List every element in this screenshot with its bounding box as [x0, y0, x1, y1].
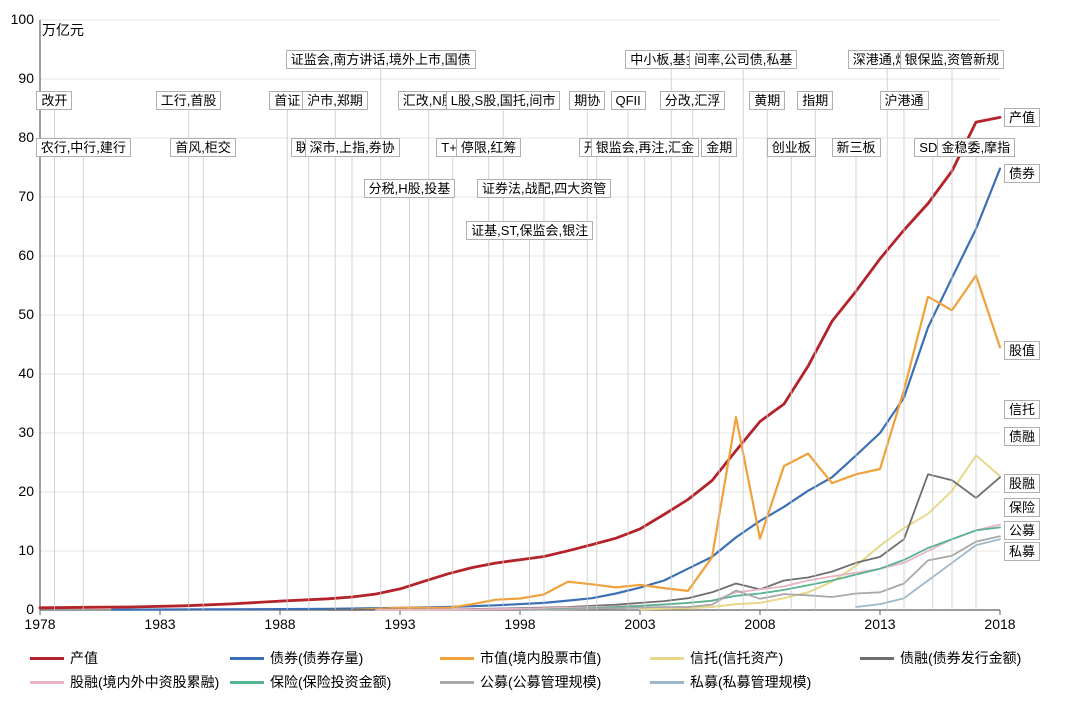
- timeline-chart: 万亿元 产值债券(债券存量)市值(境内股票市值)信托(信托资产)债融(债券发行金…: [0, 0, 1080, 710]
- y-tick-label: 90: [6, 70, 34, 86]
- event-annotation: 分税,H股,投基: [364, 179, 456, 198]
- legend-item: 债券(债券存量): [230, 648, 363, 668]
- x-tick-label: 1998: [500, 616, 540, 632]
- x-tick-label: 1978: [20, 616, 60, 632]
- x-tick-label: 2018: [980, 616, 1020, 632]
- x-tick-label: 1988: [260, 616, 300, 632]
- event-annotation: 深市,上指,券协: [305, 138, 400, 157]
- legend-label: 保险(保险投资金额): [270, 672, 391, 692]
- event-annotation: 银保监,资管新规: [900, 50, 1005, 69]
- event-annotation: 指期: [797, 91, 833, 110]
- series-end-label: 信托: [1004, 400, 1040, 419]
- legend-item: 公募(公募管理规模): [440, 672, 601, 692]
- event-annotation: 首风,柜交: [170, 138, 236, 157]
- legend-item: 市值(境内股票市值): [440, 648, 601, 668]
- event-annotation: 创业板: [767, 138, 816, 157]
- event-annotation: 金稳委,摩指: [937, 138, 1016, 157]
- legend-swatch: [440, 657, 474, 660]
- legend-swatch: [440, 681, 474, 684]
- event-annotation: 证基,ST,保监会,银注: [466, 221, 593, 240]
- legend-label: 信托(信托资产): [690, 648, 783, 668]
- event-annotation: QFII: [611, 91, 646, 110]
- event-annotation: 沪市,郑期: [302, 91, 368, 110]
- legend-swatch: [30, 681, 64, 684]
- legend-label: 债券(债券存量): [270, 648, 363, 668]
- legend-item: 产值: [30, 648, 98, 668]
- legend-label: 市值(境内股票市值): [480, 648, 601, 668]
- legend-item: 债融(债券发行金额): [860, 648, 1021, 668]
- y-tick-label: 60: [6, 247, 34, 263]
- event-annotation: 首证: [269, 91, 305, 110]
- event-annotation: 改开: [36, 91, 72, 110]
- legend-label: 债融(债券发行金额): [900, 648, 1021, 668]
- series-end-label: 保险: [1004, 498, 1040, 517]
- y-tick-label: 30: [6, 424, 34, 440]
- event-annotation: 分改,汇浮: [660, 91, 726, 110]
- legend-swatch: [230, 681, 264, 684]
- event-annotation: 农行,中行,建行: [36, 138, 131, 157]
- legend-item: 私募(私募管理规模): [650, 672, 811, 692]
- legend-swatch: [30, 657, 64, 660]
- event-annotation: 证监会,南方讲话,境外上市,国债: [286, 50, 476, 69]
- event-annotation: 沪港通: [880, 91, 929, 110]
- series-end-label: 股融: [1004, 474, 1040, 493]
- x-tick-label: 1993: [380, 616, 420, 632]
- y-tick-label: 80: [6, 129, 34, 145]
- event-annotation: 新三板: [832, 138, 881, 157]
- legend-label: 公募(公募管理规模): [480, 672, 601, 692]
- event-annotation: 间率,公司债,私基: [689, 50, 797, 69]
- legend-swatch: [650, 681, 684, 684]
- event-annotation: 银监会,再注,汇金: [591, 138, 699, 157]
- event-annotation: 停限,红筹: [456, 138, 522, 157]
- legend-item: 保险(保险投资金额): [230, 672, 391, 692]
- legend-swatch: [860, 657, 894, 660]
- x-tick-label: 1983: [140, 616, 180, 632]
- y-tick-label: 100: [6, 11, 34, 27]
- series-end-label: 私募: [1004, 542, 1040, 561]
- event-annotation: L股,S股,国托,间市: [446, 91, 561, 110]
- series-end-label: 债券: [1004, 164, 1040, 183]
- series-end-label: 股值: [1004, 341, 1040, 360]
- series-end-label: 产值: [1004, 108, 1040, 127]
- series-end-label: 公募: [1004, 521, 1040, 540]
- legend-item: 股融(境内外中资股累融): [30, 672, 219, 692]
- legend-item: 信托(信托资产): [650, 648, 783, 668]
- event-annotation: 金期: [701, 138, 737, 157]
- y-tick-label: 0: [6, 601, 34, 617]
- legend-swatch: [230, 657, 264, 660]
- series-end-label: 债融: [1004, 427, 1040, 446]
- legend-swatch: [650, 657, 684, 660]
- legend-label: 股融(境内外中资股累融): [70, 672, 219, 692]
- legend-label: 产值: [70, 648, 98, 668]
- y-tick-label: 40: [6, 365, 34, 381]
- y-tick-label: 10: [6, 542, 34, 558]
- legend-label: 私募(私募管理规模): [690, 672, 811, 692]
- y-tick-label: 50: [6, 306, 34, 322]
- event-annotation: 期协: [569, 91, 605, 110]
- event-annotation: 工行,首股: [156, 91, 222, 110]
- x-tick-label: 2013: [860, 616, 900, 632]
- y-tick-label: 20: [6, 483, 34, 499]
- event-annotation: 黄期: [749, 91, 785, 110]
- y-tick-label: 70: [6, 188, 34, 204]
- event-annotation: 证券法,战配,四大资管: [477, 179, 611, 198]
- x-tick-label: 2003: [620, 616, 660, 632]
- x-tick-label: 2008: [740, 616, 780, 632]
